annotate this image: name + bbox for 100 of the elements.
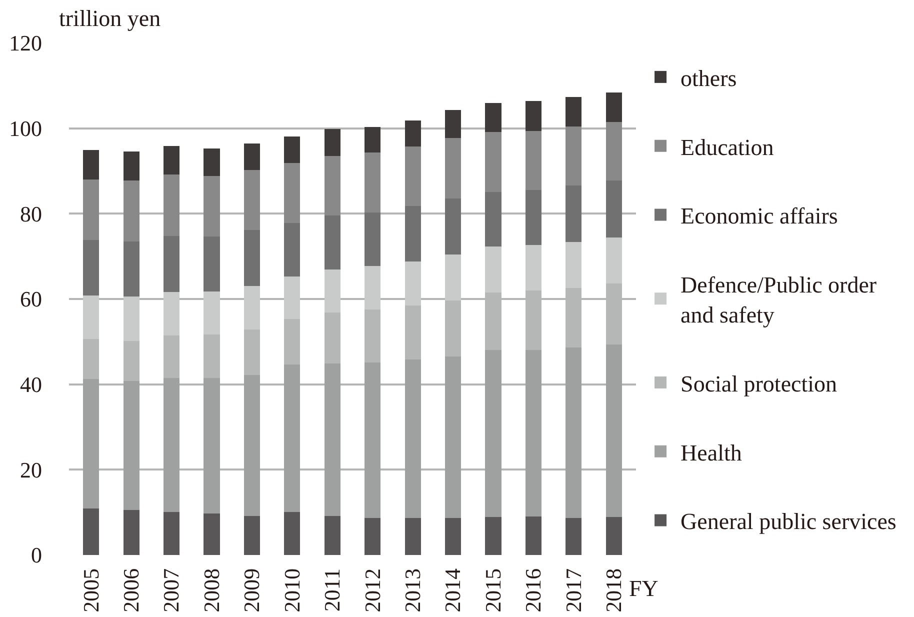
bar xyxy=(566,186,582,242)
bar xyxy=(284,319,300,365)
bar xyxy=(123,151,140,180)
bar xyxy=(83,296,100,340)
x-tick-label: 2017 xyxy=(560,568,586,612)
bar xyxy=(164,336,180,378)
bar xyxy=(444,356,462,518)
legend-label: Defence/Public order and safety xyxy=(680,272,877,328)
bar xyxy=(606,180,622,238)
bar xyxy=(284,136,300,163)
x-axis-title: FY xyxy=(629,576,659,601)
bar xyxy=(244,230,260,286)
x-tick-label: 2018 xyxy=(601,568,626,612)
bar xyxy=(284,512,300,555)
bar xyxy=(324,363,340,516)
x-tick-label: 2005 xyxy=(78,568,104,612)
bar xyxy=(204,334,220,378)
bar xyxy=(404,360,421,518)
bar xyxy=(204,291,220,334)
bar xyxy=(204,236,220,292)
bar xyxy=(566,96,582,127)
x-tick-label: 2007 xyxy=(158,568,184,612)
x-tick-label: 2012 xyxy=(360,568,385,612)
bar xyxy=(364,212,381,266)
bar xyxy=(404,261,421,306)
bar xyxy=(404,305,421,360)
x-tick-label: 2016 xyxy=(520,568,546,612)
legend-label: Education xyxy=(680,134,774,160)
bar xyxy=(364,127,381,153)
bar xyxy=(83,508,100,555)
bar xyxy=(164,146,180,174)
bar xyxy=(244,286,260,330)
bar xyxy=(244,516,260,555)
bar xyxy=(606,344,622,518)
bar xyxy=(566,518,582,555)
bar xyxy=(83,240,100,296)
bar xyxy=(123,380,140,510)
bar xyxy=(525,130,542,190)
bar xyxy=(324,215,340,270)
y-tick-label: 60 xyxy=(20,286,42,312)
bar xyxy=(284,223,300,276)
bar xyxy=(404,146,421,206)
y-tick-label: 80 xyxy=(20,201,42,226)
bar xyxy=(364,518,381,555)
bar xyxy=(284,364,300,512)
bar xyxy=(83,180,100,240)
bar xyxy=(404,206,421,262)
bar xyxy=(364,152,381,212)
bar xyxy=(404,120,421,146)
bar xyxy=(485,246,502,293)
bar xyxy=(606,238,622,284)
bar xyxy=(123,241,140,296)
bar xyxy=(204,176,220,237)
x-tick-label: 2006 xyxy=(118,568,144,612)
bar xyxy=(444,110,462,138)
bar xyxy=(123,341,140,381)
bar xyxy=(123,296,140,342)
bar xyxy=(244,170,260,230)
y-tick-label: 100 xyxy=(9,116,42,142)
y-tick-label: 120 xyxy=(9,30,42,56)
x-tick-label: 2014 xyxy=(440,568,466,612)
bar xyxy=(164,292,180,336)
y-tick-label: 20 xyxy=(20,457,42,482)
bar xyxy=(525,190,542,246)
bar xyxy=(164,174,180,236)
bar xyxy=(485,350,502,518)
bar xyxy=(324,270,340,313)
bar xyxy=(123,180,140,242)
bar xyxy=(284,276,300,320)
y-tick-label: 0 xyxy=(31,542,42,568)
bar xyxy=(525,245,542,290)
bar xyxy=(525,350,542,517)
bar xyxy=(204,378,220,514)
bar xyxy=(566,348,582,518)
legend-label: others xyxy=(680,66,737,91)
bar xyxy=(606,122,622,180)
bar xyxy=(364,362,381,518)
bar xyxy=(364,266,381,310)
bar xyxy=(364,310,381,363)
bar xyxy=(566,242,582,288)
bar xyxy=(324,516,340,555)
bar xyxy=(444,138,462,199)
bar xyxy=(606,517,622,555)
bar xyxy=(606,92,622,122)
bar xyxy=(284,162,300,224)
bar xyxy=(83,339,100,379)
bar xyxy=(324,129,340,156)
bar xyxy=(83,150,100,180)
x-tick-label: 2011 xyxy=(320,568,345,612)
bar xyxy=(525,101,542,131)
bar xyxy=(164,512,180,555)
x-tick-label: 2009 xyxy=(239,568,264,612)
bar xyxy=(204,514,220,555)
x-tick-label: 2015 xyxy=(480,568,506,612)
bar xyxy=(525,516,542,555)
x-tick-label: 2008 xyxy=(198,568,224,612)
bar xyxy=(566,126,582,186)
x-tick-label: 2010 xyxy=(279,568,304,612)
legend-label: Health xyxy=(680,440,742,466)
y-tick-label: 40 xyxy=(20,372,42,398)
